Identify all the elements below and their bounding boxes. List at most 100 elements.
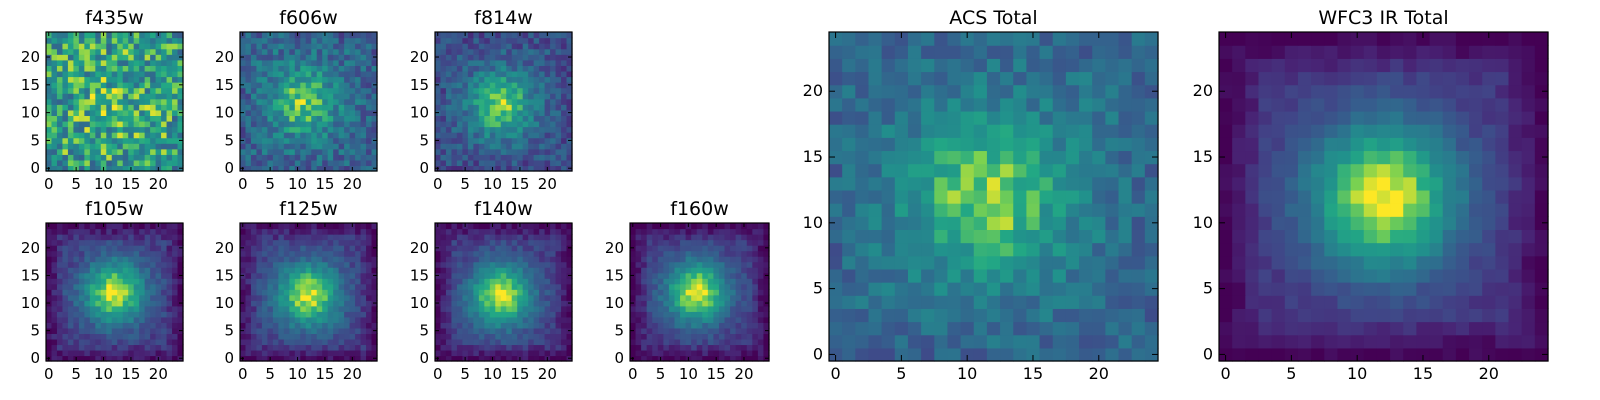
- heatmap-cell: [550, 126, 557, 133]
- heatmap-cell: [84, 278, 91, 285]
- heatmap-cell: [691, 349, 698, 357]
- heatmap-cell: [139, 223, 146, 230]
- heatmap-cell: [973, 282, 988, 296]
- heatmap-cell: [95, 104, 102, 111]
- heatmap-cell: [166, 289, 173, 296]
- heatmap-cell: [62, 223, 69, 230]
- heatmap-cell: [294, 234, 301, 241]
- heatmap-cell: [663, 355, 670, 362]
- heatmap-cell: [630, 294, 637, 301]
- heatmap-cell: [435, 132, 442, 139]
- heatmap-cell: [84, 82, 91, 89]
- heatmap-cell: [528, 349, 535, 357]
- heatmap-cell: [95, 228, 102, 235]
- heatmap-cell: [506, 132, 513, 139]
- heatmap-cell: [73, 76, 80, 83]
- heatmap-cell: [360, 294, 367, 301]
- heatmap-cell: [139, 355, 146, 362]
- heatmap-cell: [484, 165, 491, 172]
- heatmap-cell: [327, 322, 334, 329]
- heatmap-cell: [240, 76, 247, 83]
- heatmap-cell: [907, 347, 922, 362]
- heatmap-cell: [641, 333, 648, 340]
- heatmap-cell: [161, 316, 168, 323]
- heatmap-cell: [544, 120, 551, 128]
- heatmap-cell: [986, 189, 1001, 204]
- heatmap-cell: [746, 261, 753, 268]
- heatmap-cell: [322, 344, 329, 351]
- heatmap-cell: [934, 216, 949, 230]
- heatmap-cell: [517, 126, 524, 133]
- heatmap-cell: [478, 261, 485, 268]
- heatmap-cell: [484, 54, 491, 61]
- heatmap-cell: [674, 250, 681, 257]
- heatmap-cell: [311, 239, 318, 246]
- heatmap-cell: [95, 311, 102, 318]
- heatmap-cell: [122, 165, 129, 172]
- heatmap-cell: [62, 165, 69, 172]
- heatmap-cell: [144, 283, 151, 290]
- heatmap-cell: [630, 289, 637, 296]
- heatmap-cell: [735, 256, 742, 263]
- heatmap-cell: [117, 311, 124, 318]
- heatmap-cell: [316, 159, 323, 167]
- heatmap-cell: [360, 32, 367, 39]
- heatmap-cell: [550, 143, 557, 150]
- heatmap-cell: [561, 272, 568, 279]
- heatmap-cell: [51, 109, 58, 116]
- heatmap-cell: [657, 261, 664, 268]
- heatmap-cell: [78, 143, 85, 150]
- heatmap-cell: [741, 305, 748, 312]
- heatmap-cell: [166, 76, 173, 83]
- heatmap-cell: [657, 250, 664, 257]
- heatmap-cell: [261, 316, 268, 323]
- heatmap-cell: [718, 355, 726, 362]
- heatmap-cell: [539, 278, 546, 285]
- heatmap-cell: [752, 289, 759, 296]
- heatmap-cell: [445, 278, 453, 285]
- heatmap-cell: [467, 87, 474, 94]
- heatmap-cell: [921, 229, 935, 244]
- heatmap-cell: [261, 76, 268, 83]
- heatmap-cell: [344, 154, 351, 161]
- heatmap-cell: [240, 132, 247, 139]
- heatmap-cell: [517, 154, 524, 161]
- heatmap-cell: [451, 256, 458, 263]
- heatmap-cell: [478, 132, 485, 139]
- heatmap-cell: [752, 272, 759, 279]
- heatmap-cell: [1000, 255, 1014, 270]
- heatmap-cell: [322, 98, 329, 105]
- heatmap-cell: [245, 65, 252, 72]
- heatmap-cell: [973, 176, 988, 191]
- heatmap-cell: [139, 82, 146, 89]
- heatmap-cell: [1079, 229, 1093, 244]
- heatmap-cell: [371, 76, 378, 83]
- heatmap-cell: [89, 148, 96, 155]
- heatmap-cell: [78, 32, 85, 39]
- heatmap-cell: [641, 294, 648, 301]
- heatmap-cell: [456, 223, 463, 230]
- heatmap-cell: [51, 65, 58, 72]
- heatmap-cell: [78, 82, 85, 89]
- heatmap-cell: [561, 65, 568, 72]
- heatmap-cell: [95, 355, 102, 362]
- heatmap-cell: [267, 272, 274, 279]
- heatmap-cell: [522, 344, 529, 351]
- heatmap-cell: [139, 104, 146, 111]
- heatmap-cell: [360, 355, 367, 362]
- heatmap-cell: [440, 109, 447, 116]
- heatmap-cell: [566, 159, 573, 167]
- heatmap-cell: [561, 283, 568, 290]
- heatmap-cell: [89, 283, 96, 290]
- heatmap-cell: [947, 295, 962, 309]
- heatmap-cell: [702, 316, 709, 323]
- heatmap-cell: [635, 261, 642, 268]
- heatmap-cell: [283, 349, 290, 357]
- heatmap-cell: [245, 223, 252, 230]
- heatmap-cell: [366, 76, 373, 83]
- heatmap-cell: [960, 334, 975, 349]
- heatmap-cell: [528, 76, 535, 83]
- heatmap-cell: [1026, 334, 1041, 349]
- heatmap-cell: [685, 261, 692, 268]
- heatmap-cell: [300, 278, 307, 285]
